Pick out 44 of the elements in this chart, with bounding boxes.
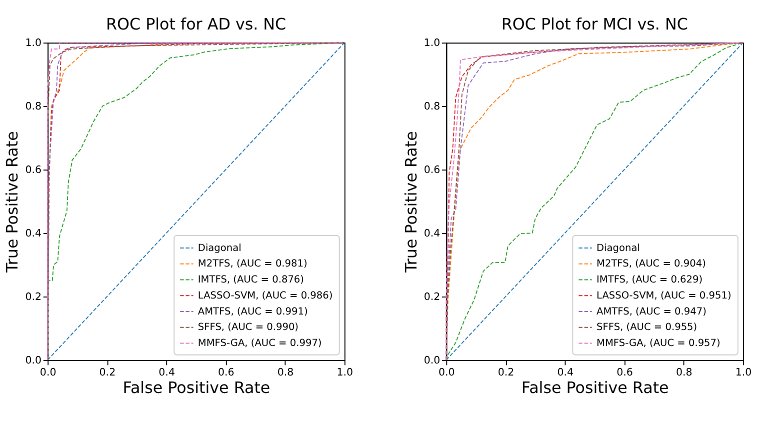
y-tick-label: 0.8 [25,100,42,112]
y-tick-label: 0.0 [424,354,440,366]
legend-label: AMTFS, (AUC = 0.991) [198,306,308,318]
legend-label: M2TFS, (AUC = 0.981) [198,258,308,270]
x-tick-label: 0.0 [438,366,455,378]
y-tick-label: 0.6 [424,164,440,176]
y-axis-title: True Positive Rate [401,131,420,274]
x-axis-title: False Positive Rate [122,378,270,398]
x-tick-label: 1.0 [336,366,354,378]
y-tick-label: 0.2 [424,290,440,303]
y-tick-label: 0.2 [25,290,42,303]
x-tick-label: 0.4 [158,366,175,378]
x-axis-title: False Positive Rate [521,378,669,398]
x-tick-label: 0.2 [99,366,116,378]
legend-label: IMTFS, (AUC = 0.876) [198,274,304,286]
x-tick-label: 0.8 [676,366,692,378]
legend-label: Diagonal [596,242,640,254]
y-tick-label: 0.4 [25,227,42,240]
legend-label: SFFS, (AUC = 0.990) [198,322,299,334]
y-tick-label: 0.6 [25,164,42,176]
legend-label: AMTFS, (AUC = 0.947) [596,306,706,318]
x-tick-label: 0.6 [616,366,633,378]
legend-label: LASSO-SVM, (AUC = 0.986) [198,290,333,302]
y-tick-label: 0.8 [424,100,440,112]
x-tick-label: 0.0 [40,366,56,378]
y-tick-label: 1.0 [424,36,440,49]
legend-label: M2TFS, (AUC = 0.904) [596,258,706,270]
x-tick-label: 0.6 [218,366,234,378]
legend-label: Diagonal [198,242,242,254]
legend-label: MMFS-GA, (AUC = 0.997) [198,338,322,350]
y-tick-label: 1.0 [25,36,42,49]
y-tick-label: 0.4 [424,227,440,240]
x-tick-label: 1.0 [735,366,752,378]
chart-title: ROC Plot for AD vs. NC [106,14,286,34]
y-tick-label: 0.0 [25,354,42,366]
chart-title: ROC Plot for MCI vs. NC [501,14,688,34]
y-axis-title: True Positive Rate [2,131,22,274]
legend-label: SFFS, (AUC = 0.955) [596,322,698,334]
x-tick-label: 0.2 [498,366,514,378]
legend-label: MMFS-GA, (AUC = 0.957) [596,338,720,350]
x-tick-label: 0.8 [277,366,294,378]
legend-label: IMTFS, (AUC = 0.629) [596,274,703,286]
legend-label: LASSO-SVM, (AUC = 0.951) [596,290,732,302]
x-tick-label: 0.4 [557,366,574,378]
